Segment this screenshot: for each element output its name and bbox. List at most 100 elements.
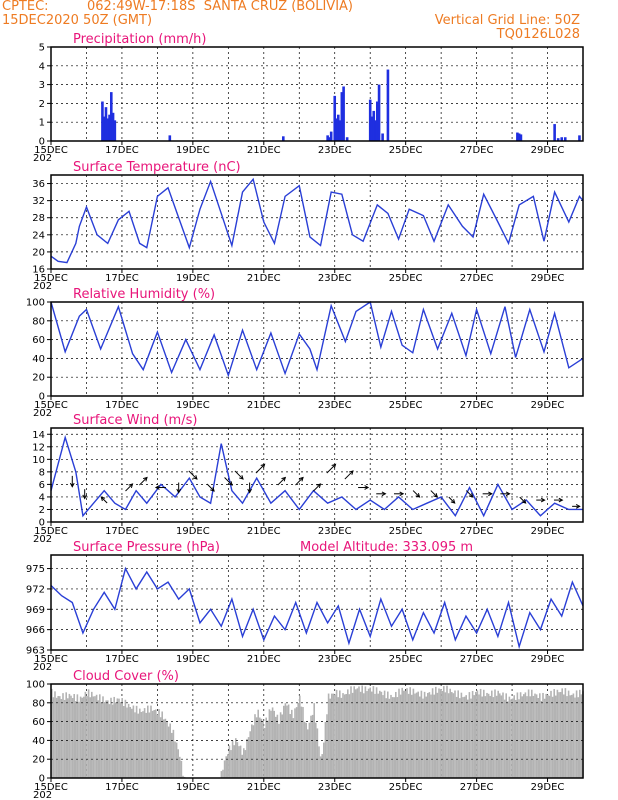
wind-arrow-head — [540, 497, 546, 503]
precip-bar — [553, 124, 556, 141]
cloud-bar — [443, 686, 445, 778]
cloud-bar — [460, 692, 463, 778]
cloud-bar — [479, 688, 482, 778]
cloud-bar — [177, 749, 179, 778]
cloud-bar — [243, 748, 245, 778]
x-tick-label: 19DEC — [176, 782, 210, 793]
cloud-bar — [275, 716, 277, 778]
x-tick-label: 29DEC — [531, 273, 565, 284]
x-tick-label: 23DEC — [318, 273, 352, 284]
cloud-bar — [534, 693, 536, 778]
wind-arrow — [255, 463, 266, 474]
model-altitude-label: Model Altitude: 333.095 m — [300, 540, 473, 555]
cloud-bar — [359, 691, 362, 778]
year-label: 202 — [33, 790, 52, 800]
cloud-bar — [577, 697, 579, 778]
cloud-bar — [377, 693, 379, 778]
series-line-pressure — [50, 566, 584, 650]
cloud-bar — [483, 689, 485, 778]
cloud-bar — [95, 694, 98, 778]
precip-bar — [556, 138, 560, 141]
cloud-bar — [273, 710, 275, 778]
cloud-bar — [76, 694, 79, 778]
wind-arrow — [206, 483, 215, 492]
precip-bar — [168, 135, 172, 141]
cloud-bar — [412, 688, 415, 778]
cloud-bar — [494, 689, 496, 778]
cloud-bar — [297, 702, 299, 778]
y-tick-label: 4 — [39, 492, 45, 503]
precip-bar — [374, 120, 377, 141]
panel-temperature: 16 20 24 28 32 36 15DEC 17DEC 19DEC 21DEC 23DEC 25D… — [32, 160, 584, 292]
cloud-bar — [67, 698, 69, 778]
precip-bar — [338, 120, 342, 141]
cloud-bar — [366, 691, 368, 778]
y-tick-label: 100 — [26, 680, 45, 691]
cloud-bar — [169, 723, 171, 778]
wind-arrow — [100, 496, 108, 504]
cloud-bar — [121, 698, 123, 778]
x-tick-label: 29DEC — [531, 400, 565, 411]
cloud-bar — [433, 694, 435, 778]
cloud-bar — [172, 729, 175, 778]
cloud-bar — [487, 693, 490, 778]
cloud-bar — [132, 705, 135, 778]
cloud-bar — [113, 696, 115, 778]
cloud-bar — [303, 721, 306, 778]
x-tick-label: 25DEC — [389, 526, 423, 537]
panel-pressure: 963 966 969 972 975 15DEC 17DEC 19DEC 21DEC 23DEC… — [26, 540, 584, 673]
y-tick-label: 60 — [32, 717, 45, 728]
cloud-bar — [291, 709, 293, 778]
series-line-temperature — [50, 177, 584, 264]
x-tick-label: 25DEC — [389, 145, 423, 156]
cloud-bar — [495, 695, 498, 778]
cloud-bar — [55, 697, 58, 778]
cloud-bar — [292, 718, 295, 778]
cloud-bar — [283, 705, 285, 778]
precip-bar — [345, 137, 349, 141]
wind-arrow — [536, 497, 546, 503]
cloud-bar — [127, 703, 130, 778]
cloud-bar — [484, 696, 487, 778]
wind-arrow-head — [433, 493, 438, 498]
cloud-bar — [348, 694, 351, 778]
x-tick-label: 25DEC — [389, 654, 423, 665]
cloud-bar — [268, 709, 271, 778]
wind-arrow-shaft — [344, 470, 354, 480]
cloud-bar — [462, 697, 464, 778]
precip-bar — [282, 136, 285, 141]
x-tick-label: 21DEC — [247, 400, 281, 411]
cloud-bar — [438, 688, 440, 778]
cloud-bar — [284, 703, 287, 778]
wind-arrow-head — [176, 488, 182, 494]
cloud-bar — [65, 692, 67, 778]
cloud-bar — [84, 691, 87, 778]
cloud-bar — [382, 695, 384, 778]
cloud-bar — [340, 697, 343, 778]
y-tick-label: 1 — [39, 118, 45, 129]
wind-arrow-head — [468, 493, 474, 498]
cloud-bar — [295, 707, 298, 778]
x-tick-label: 29DEC — [531, 145, 565, 156]
cloud-bar — [388, 698, 391, 778]
cloud-bar — [427, 692, 429, 778]
cloud-bar — [51, 688, 53, 778]
wind-arrow-shaft — [295, 477, 304, 486]
wind-arrow — [519, 496, 527, 504]
precip-bar — [335, 118, 338, 141]
cloud-bar — [270, 710, 272, 778]
cloud-bar — [151, 710, 154, 778]
cloud-bar — [59, 696, 61, 778]
cloud-bar — [140, 711, 143, 778]
cloud-bar — [572, 693, 575, 778]
cloud-bar — [254, 714, 256, 778]
wind-arrow — [313, 483, 322, 492]
cloud-bar — [278, 723, 280, 778]
precip-bar — [372, 110, 376, 141]
cloud-bar — [497, 690, 499, 778]
cloud-bar — [310, 715, 312, 778]
wind-arrow-head — [128, 483, 134, 489]
cloud-bar — [300, 706, 303, 778]
cloud-bar — [491, 690, 493, 778]
